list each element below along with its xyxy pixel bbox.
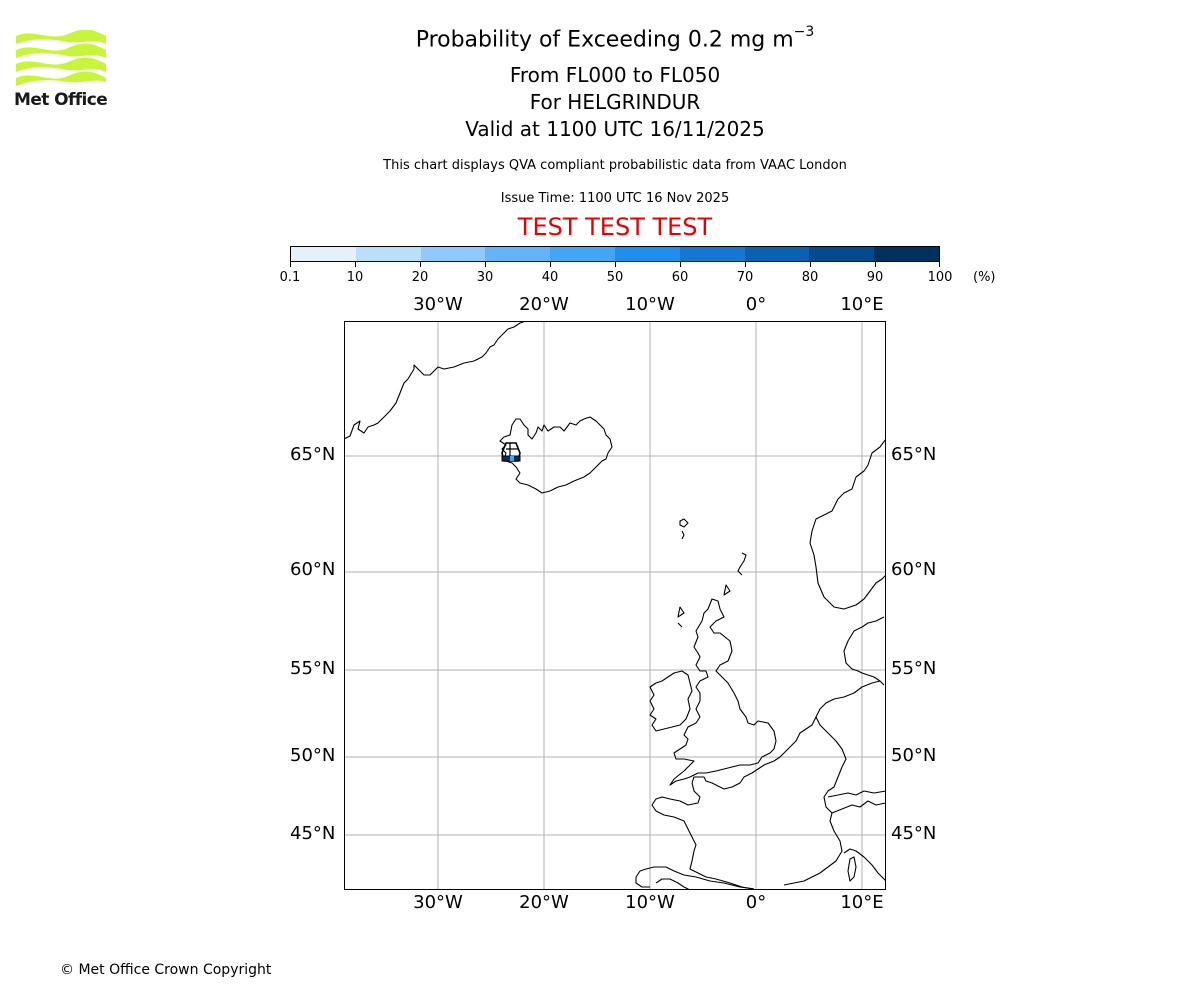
lat-label-left: 50°N: [290, 745, 336, 766]
coast-corsica: [847, 856, 857, 882]
colorbar-label: 10: [346, 270, 364, 285]
logo-text: Met Office: [14, 90, 108, 110]
lat-label-left: 60°N: [290, 559, 336, 580]
lon-label-bottom: 10°W: [625, 892, 675, 913]
colorbar-label: 50: [606, 270, 624, 285]
chart-title-superscript: −3: [793, 24, 815, 40]
lon-label-bottom: 30°W: [413, 892, 463, 913]
lon-label-bottom: 20°W: [519, 892, 569, 913]
colorbar-label: 0.1: [279, 270, 301, 285]
colorbar-tick: [615, 262, 616, 267]
colorbar-segment: [679, 247, 745, 261]
colorbar-tick: [550, 262, 551, 267]
coast-orkney-hebrides: [677, 584, 731, 628]
coast-spain: [635, 866, 755, 891]
chart-subtitle: This chart displays QVA compliant probab…: [383, 158, 847, 173]
copyright-notice: © Met Office Crown Copyright: [60, 962, 272, 978]
lon-label-bottom: 0°: [745, 892, 767, 913]
colorbar-label: 100: [927, 270, 953, 285]
lat-label-right: 65°N: [891, 444, 937, 465]
lon-label-top: 30°W: [413, 294, 463, 315]
lat-label-right: 50°N: [891, 745, 937, 766]
colorbar-tick: [680, 262, 681, 267]
met-office-logo: Met Office: [14, 29, 108, 112]
ash-probability-area[interactable]: [501, 442, 521, 462]
colorbar-label: 70: [736, 270, 754, 285]
coast-ireland: [649, 670, 693, 732]
lat-label-left: 55°N: [290, 658, 336, 679]
colorbar-tick: [939, 262, 940, 267]
colorbar-segment: [550, 247, 615, 261]
lon-label-top: 0°: [745, 294, 767, 315]
test-banner: TEST TEST TEST: [517, 213, 713, 241]
chart-title: Probability of Exceeding 0.2 mg m−3: [0, 24, 1200, 53]
coastlines: [343, 320, 887, 891]
coast-italy: [827, 790, 887, 882]
colorbar-segment: [420, 247, 486, 261]
colorbar-tick: [420, 262, 421, 267]
colorbar-label: 90: [866, 270, 884, 285]
colorbar-tick: [355, 262, 356, 267]
colorbar-segment: [291, 247, 356, 261]
coast-shetland: [737, 552, 747, 576]
map-canvas: [343, 320, 887, 891]
map-panel[interactable]: [343, 320, 887, 891]
logo-waves-icon: [16, 29, 106, 86]
map-frame: [344, 321, 886, 890]
issue-time: Issue Time: 1100 UTC 16 Nov 2025: [500, 191, 730, 206]
coast-great-britain: [669, 598, 777, 786]
coast-greenland: [343, 320, 527, 440]
coast-iceland: [499, 416, 613, 494]
colorbar: [290, 246, 940, 262]
colorbar-tick: [745, 262, 746, 267]
lon-label-bottom: 10°E: [840, 892, 884, 913]
lat-label-left: 45°N: [290, 823, 336, 844]
colorbar-tick: [875, 262, 876, 267]
lat-label-right: 60°N: [891, 559, 937, 580]
gridlines: [344, 321, 886, 890]
valid-time: Valid at 1100 UTC 16/11/2025: [465, 117, 765, 141]
flight-levels: From FL000 to FL050: [509, 63, 721, 87]
colorbar-tick: [290, 262, 291, 267]
lon-label-top: 10°W: [625, 294, 675, 315]
colorbar-label: 60: [671, 270, 689, 285]
colorbar-segment: [485, 247, 551, 261]
colorbar-tick: [485, 262, 486, 267]
location-label: For HELGRINDUR: [529, 90, 701, 114]
colorbar-label: 20: [411, 270, 429, 285]
colorbar-label: 30: [476, 270, 494, 285]
colorbar-segment: [744, 247, 810, 261]
coast-faroes: [679, 518, 689, 540]
colorbar-segment: [809, 247, 875, 261]
border-france-east: [783, 716, 847, 886]
lat-label-right: 55°N: [891, 658, 937, 679]
lon-label-top: 20°W: [519, 294, 569, 315]
colorbar-tick: [810, 262, 811, 267]
coast-denmark: [843, 616, 885, 686]
coast-france: [651, 760, 775, 890]
colorbar-segment: [874, 247, 939, 261]
lat-label-left: 65°N: [290, 444, 336, 465]
coast-norway: [809, 438, 887, 610]
colorbar-segment: [614, 247, 680, 261]
lat-label-right: 45°N: [891, 823, 937, 844]
colorbar-unit: (%): [973, 270, 996, 285]
colorbar-label: 40: [541, 270, 559, 285]
colorbar-label: 80: [801, 270, 819, 285]
colorbar-segment: [355, 247, 421, 261]
lon-label-top: 10°E: [840, 294, 884, 315]
chart-title-main: Probability of Exceeding 0.2 mg m: [415, 27, 794, 53]
